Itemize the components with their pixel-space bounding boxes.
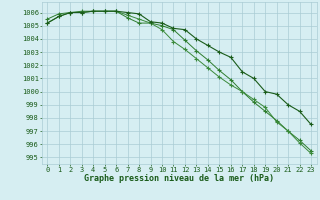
X-axis label: Graphe pression niveau de la mer (hPa): Graphe pression niveau de la mer (hPa) xyxy=(84,174,274,183)
